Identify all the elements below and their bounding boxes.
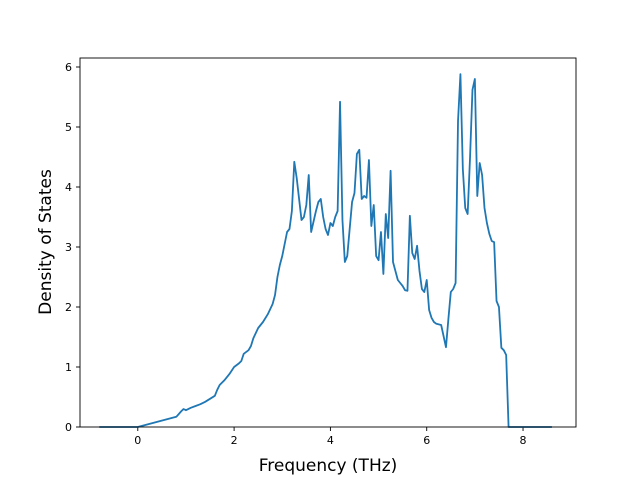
y-axis-label: Density of States [36,169,56,315]
x-tick-label: 6 [423,434,430,447]
y-tick-label: 4 [65,181,72,194]
y-tick-label: 6 [65,61,72,74]
series-line [99,73,552,428]
x-tick-label: 4 [327,434,334,447]
x-tick-label: 2 [231,434,238,447]
x-tick-label: 0 [134,434,141,447]
x-axis-label: Frequency (THz) [259,456,398,476]
y-tick-label: 5 [65,121,72,134]
y-tick-label: 0 [65,421,72,434]
y-tick-label: 1 [65,361,72,374]
plot-frame [79,57,577,428]
x-axis-ticks: 0 2 4 6 8 [134,427,527,447]
y-axis-ticks: 0 1 2 3 4 5 6 [65,61,80,434]
x-tick-label: 8 [520,434,527,447]
y-tick-label: 3 [65,241,72,254]
y-tick-label: 2 [65,301,72,314]
